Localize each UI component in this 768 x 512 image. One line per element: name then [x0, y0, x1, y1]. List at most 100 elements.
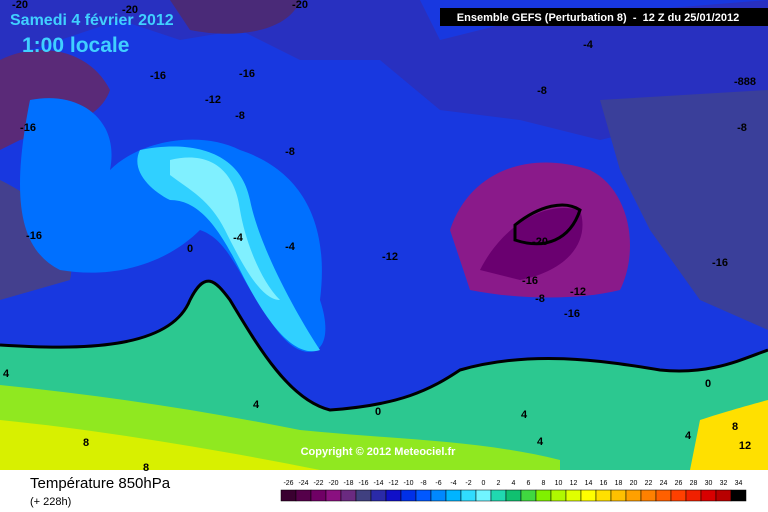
contour-label: 0 — [375, 406, 381, 418]
contour-label: -12 — [205, 94, 221, 106]
contour-label: -4 — [285, 241, 296, 253]
contour-label: 4 — [521, 409, 528, 421]
contour-label: -888 — [734, 76, 756, 88]
scale-swatch — [535, 489, 552, 502]
scale-label: 26 — [675, 480, 683, 487]
contour-label: 8 — [83, 437, 89, 449]
scale-swatch — [565, 489, 582, 502]
contour-label: -4 — [233, 232, 244, 244]
contour-label: -8 — [235, 110, 245, 122]
scale-swatch — [400, 489, 417, 502]
scale-label: -2 — [465, 480, 471, 487]
scale-swatch — [310, 489, 327, 502]
contour-label: 8 — [732, 421, 738, 433]
scale-label: -22 — [313, 480, 323, 487]
scale-label: -4 — [450, 480, 456, 487]
date: Samedi 4 février 2012 — [10, 12, 174, 29]
contour-label: -4 — [583, 39, 594, 51]
scale-swatch — [460, 489, 477, 502]
variable: Température 850hPa — [30, 475, 171, 492]
contour-label: -12 — [570, 286, 586, 298]
contour-label: -20 — [532, 236, 548, 248]
scale-swatch — [490, 489, 507, 502]
scale-swatch — [385, 489, 402, 502]
contour-label: -16 — [522, 275, 538, 287]
scale-swatch — [355, 489, 372, 502]
time: 1:00 locale — [22, 34, 129, 57]
contour-label: 4 — [253, 399, 260, 411]
scale-label: -16 — [358, 480, 368, 487]
scale-swatch — [430, 489, 447, 502]
scale-swatch — [640, 489, 657, 502]
color-scale: -26 -24 -22 -20 -18 -16 -14 -12 -10 -8 -6 -4 -2 0 2 4 6 8… — [280, 480, 747, 502]
scale-swatch — [580, 489, 597, 502]
contour-label: 4 — [3, 368, 10, 380]
scale-label: -24 — [298, 480, 308, 487]
scale-label: 14 — [585, 480, 593, 487]
scale-swatch — [370, 489, 387, 502]
contour-label: 0 — [705, 378, 711, 390]
scale-swatch — [625, 489, 642, 502]
contour-label: -16 — [20, 122, 36, 134]
scale-label: -12 — [388, 480, 398, 487]
contour-label: -8 — [537, 85, 547, 97]
contour-label: -20 — [122, 4, 138, 16]
contour-labels: -20 -20 -20 -16 -16 -12 -8 -16 -8 -16 0 -4 -4 -12 -20 -… — [3, 0, 756, 474]
contour-label: 0 — [187, 243, 193, 255]
contour-label: -8 — [737, 122, 747, 134]
contour-label: -20 — [12, 0, 28, 11]
scale-label: 16 — [600, 480, 608, 487]
scale-label: 22 — [645, 480, 653, 487]
contour-label: -8 — [535, 293, 545, 305]
contour-label: -16 — [239, 68, 255, 80]
contour-label: -16 — [712, 257, 728, 269]
model-info: Ensemble GEFS (Perturbation 8) - 12 Z du… — [457, 12, 739, 24]
contour-label: 8 — [143, 462, 149, 474]
contour-label: -16 — [26, 230, 42, 242]
scale-label: 0 — [482, 480, 486, 487]
scale-label: 30 — [705, 480, 713, 487]
scale-label: 34 — [735, 480, 743, 487]
scale-swatch — [595, 489, 612, 502]
copyright: Copyright © 2012 Meteociel.fr — [301, 446, 457, 458]
contour-label: 4 — [537, 436, 544, 448]
scale-swatch — [685, 489, 702, 502]
lead-time: (+ 228h) — [30, 496, 71, 508]
scale-label: 32 — [720, 480, 728, 487]
scale-swatch — [520, 489, 537, 502]
scale-label: -20 — [328, 480, 338, 487]
contour-label: 4 — [685, 430, 692, 442]
scale-label: 4 — [512, 480, 516, 487]
scale-label: 8 — [542, 480, 546, 487]
contour-label: -12 — [382, 251, 398, 263]
scale-swatch — [280, 489, 297, 502]
scale-label: -6 — [435, 480, 441, 487]
scale-swatch — [415, 489, 432, 502]
scale-label: 12 — [570, 480, 578, 487]
scale-swatch — [340, 489, 357, 502]
scale-label: 20 — [630, 480, 638, 487]
scale-label: 10 — [555, 480, 563, 487]
scale-label: -8 — [420, 480, 426, 487]
scale-label: -14 — [373, 480, 383, 487]
scale-swatch — [325, 489, 342, 502]
scale-swatch — [655, 489, 672, 502]
scale-swatch — [445, 489, 462, 502]
contour-label: 12 — [739, 440, 751, 452]
scale-swatch — [730, 489, 747, 502]
scale-label: 18 — [615, 480, 623, 487]
scale-label: 6 — [527, 480, 531, 487]
map-fields — [0, 0, 768, 470]
scale-label: 24 — [660, 480, 668, 487]
scale-swatch — [610, 489, 627, 502]
scale-swatch — [505, 489, 522, 502]
scale-label: -10 — [403, 480, 413, 487]
scale-label: 28 — [690, 480, 698, 487]
scale-swatch — [295, 489, 312, 502]
scale-swatch — [715, 489, 732, 502]
contour-label: -20 — [292, 0, 308, 11]
scale-label: -26 — [283, 480, 293, 487]
scale-swatch — [475, 489, 492, 502]
